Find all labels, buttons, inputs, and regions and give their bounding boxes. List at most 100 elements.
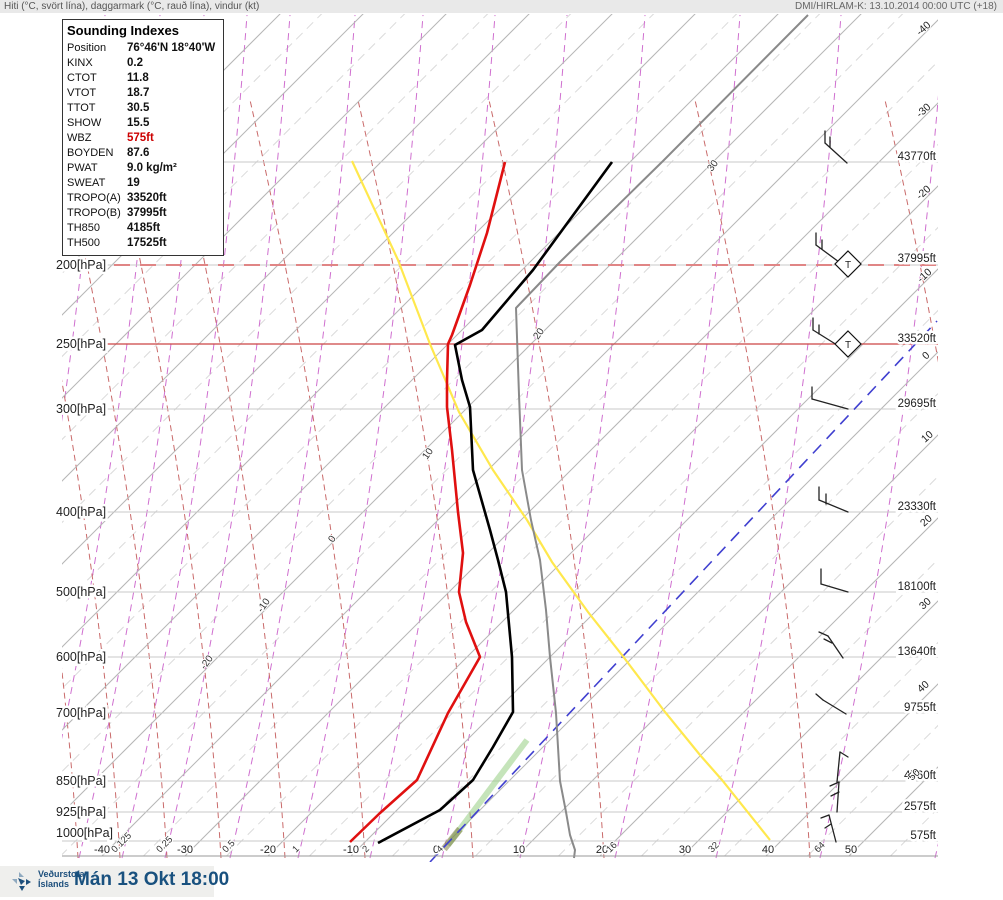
mixing-ratio-label: 64	[812, 840, 827, 855]
mixing-ratio-line	[519, 14, 646, 859]
temp-tick-label: -40	[94, 844, 110, 856]
moist-adiabat-line	[169, 99, 286, 859]
wind-barb-stroke	[827, 635, 844, 659]
altitude-label: 575ft	[910, 830, 936, 842]
sounding-index-value: 11.8	[127, 72, 149, 84]
dewpoint-curve	[349, 161, 507, 843]
plot-area	[0, 14, 938, 862]
sounding-index-value: 33520ft	[127, 192, 167, 204]
mixing-ratio-line	[369, 14, 496, 859]
sounding-indexes-rows: Position 76°46'N 18°40'W KINX 0.2 CTOT 11.8 VT…	[67, 41, 219, 251]
gray-reference-profile	[515, 14, 809, 859]
sounding-index-label: SHOW	[67, 117, 102, 129]
adiabat-label: 10	[420, 446, 436, 462]
pressure-label: 250[hPa]	[56, 337, 106, 351]
moist-adiabat-line	[62, 379, 121, 859]
wind-barb-stroke	[836, 781, 840, 813]
isotherm-minor-line	[62, 14, 738, 690]
isotherm-minor-line	[724, 641, 938, 857]
logo-line1: Veðurstofa	[38, 869, 85, 879]
pressure-label: 850[hPa]	[56, 774, 106, 788]
isotherm-edge-label: -40	[914, 19, 933, 38]
top-header-bar: Hiti (°C, svört lína), daggarmark (°C, r…	[0, 0, 1003, 13]
isotherm-minor-line	[62, 14, 489, 441]
wind-barb	[818, 486, 849, 513]
temperature-curve	[377, 161, 614, 845]
sounding-index-label: PWAT	[67, 162, 98, 174]
sounding-index-value: 575ft	[127, 132, 154, 144]
altitude-label: 13640ft	[898, 646, 937, 658]
moist-adiabat-line	[62, 142, 168, 859]
isotherm-line	[765, 683, 938, 857]
sounding-index-label: TTOT	[67, 102, 96, 114]
model-run-text: DMI/HIRLAM-K: 13.10.2014 00:00 UTC (+18)	[794, 1, 997, 12]
sounding-indexes-box: Sounding Indexes Position 76°46'N 18°40'W…	[62, 19, 224, 256]
wind-barb-stroke	[828, 814, 837, 843]
altitude-label: 18100ft	[898, 581, 937, 593]
isotherm-minor-line	[475, 392, 938, 857]
moist-adiabat-line	[249, 99, 366, 859]
sounding-index-value: 9.0 kg/m²	[127, 162, 177, 174]
altitude-label: 9755ft	[904, 702, 937, 714]
sounding-index-label: TROPO(B)	[67, 207, 121, 219]
sounding-index-label: Position	[67, 42, 107, 54]
mixing-ratio-line	[441, 14, 568, 859]
adiabat-label: 30	[705, 158, 721, 174]
sounding-index-row: SWEAT 19	[67, 176, 219, 191]
temp-tick-label: 30	[679, 844, 691, 856]
isotherm-edge-label: 30	[917, 595, 934, 612]
yellow-reference-line	[351, 160, 771, 841]
adiabat-label: 20	[531, 326, 547, 342]
sounding-index-label: BOYDEN	[67, 147, 114, 159]
sounding-index-value: 18.7	[127, 87, 150, 99]
tropopause-t-glyph: T	[845, 260, 851, 271]
altitude-label: 2575ft	[904, 801, 937, 813]
tropopause-marker: T	[834, 250, 862, 278]
adiabat-label: 0	[326, 533, 338, 544]
altitude-label: 43770ft	[898, 151, 937, 163]
wind-barb	[820, 568, 849, 593]
sounding-index-value: 15.5	[127, 117, 150, 129]
mixing-ratio-label: 2	[360, 844, 372, 856]
sounding-index-row: SHOW 15.5	[67, 116, 219, 131]
altitude-label: 29695ft	[898, 398, 937, 410]
pressure-label: 700[hPa]	[56, 706, 106, 720]
tropopause-diamond	[834, 330, 862, 358]
altitude-label: 33520ft	[898, 333, 937, 345]
temp-tick-label: 20	[596, 844, 608, 856]
isotherm-line	[682, 600, 938, 857]
sounding-index-value: 4185ft	[127, 222, 161, 234]
freezing-level-line	[429, 320, 938, 862]
wind-barb-stroke	[811, 398, 849, 410]
wind-barb	[824, 130, 848, 164]
isotherm-line	[101, 19, 938, 857]
sounding-index-label: TH850	[67, 222, 101, 234]
sounding-index-label: TROPO(A)	[67, 192, 121, 204]
wind-barb	[811, 386, 849, 410]
wind-barb-stroke	[818, 631, 829, 637]
wind-barb	[812, 317, 838, 346]
sounding-index-label: TH500	[67, 237, 101, 249]
wind-barb	[818, 631, 844, 659]
isotherm-edge-label: -20	[914, 183, 933, 202]
wind-barb	[836, 751, 849, 783]
wind-barb-stroke	[820, 583, 849, 593]
moist-adiabat-line	[0, 100, 40, 858]
isotherm-line	[62, 14, 364, 316]
isotherm-minor-line	[226, 143, 938, 857]
pressure-label: 500[hPa]	[56, 585, 106, 599]
temp-tick-label: -20	[260, 844, 276, 856]
mixing-ratio-line	[934, 843, 938, 859]
isotherm-line	[599, 517, 938, 857]
isotherm-edge-label: 20	[918, 512, 935, 529]
sounding-index-label: KINX	[67, 57, 93, 69]
mixing-ratio-line	[297, 14, 424, 859]
sounding-index-label: WBZ	[67, 132, 92, 144]
sounding-index-row: TH500 17525ft	[67, 236, 219, 251]
moist-adiabat-line	[357, 99, 474, 859]
isotherm-line	[62, 14, 613, 565]
sounding-index-row: Position 76°46'N 18°40'W	[67, 41, 219, 56]
mixing-ratio-line	[164, 14, 291, 859]
altitude-label: 4760ft	[904, 770, 937, 782]
